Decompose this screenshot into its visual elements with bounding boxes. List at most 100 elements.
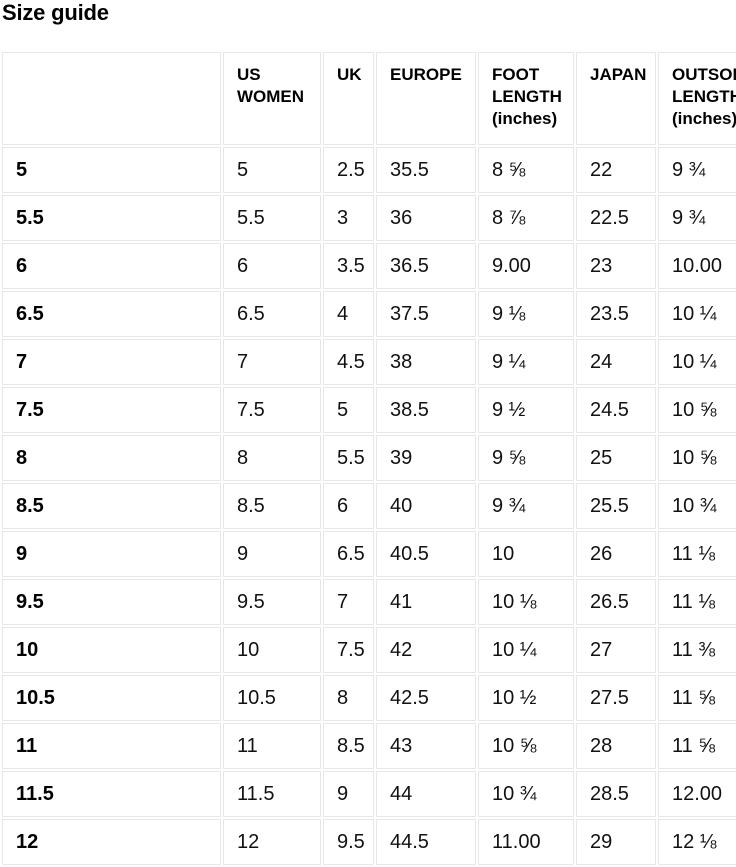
row-header-size: 8.5 bbox=[2, 483, 221, 529]
cell-foot-length: 10 ¼ bbox=[478, 627, 574, 673]
cell-uk: 6 bbox=[323, 483, 374, 529]
cell-us-women: 11 bbox=[223, 723, 321, 769]
cell-outsole-length: 11 ⅛ bbox=[658, 531, 736, 577]
row-header-size: 11.5 bbox=[2, 771, 221, 817]
table-row: 6 6 3.5 36.5 9.00 23 10.00 bbox=[2, 243, 736, 289]
size-guide-table-container: US WOMEN UK EUROPE FOOT LENGTH (inches) JAPA… bbox=[0, 50, 736, 867]
cell-us-women: 7 bbox=[223, 339, 321, 385]
cell-japan: 22 bbox=[576, 147, 656, 193]
cell-foot-length: 10 bbox=[478, 531, 574, 577]
size-guide-table: US WOMEN UK EUROPE FOOT LENGTH (inches) JAPA… bbox=[0, 50, 736, 867]
cell-foot-length: 9.00 bbox=[478, 243, 574, 289]
row-header-size: 10 bbox=[2, 627, 221, 673]
cell-japan: 23 bbox=[576, 243, 656, 289]
cell-europe: 38.5 bbox=[376, 387, 476, 433]
cell-uk: 5 bbox=[323, 387, 374, 433]
cell-europe: 36 bbox=[376, 195, 476, 241]
cell-europe: 42.5 bbox=[376, 675, 476, 721]
cell-foot-length: 10 ½ bbox=[478, 675, 574, 721]
cell-outsole-length: 10 ⅝ bbox=[658, 387, 736, 433]
cell-us-women: 12 bbox=[223, 819, 321, 865]
cell-europe: 44 bbox=[376, 771, 476, 817]
cell-japan: 24.5 bbox=[576, 387, 656, 433]
cell-uk: 3 bbox=[323, 195, 374, 241]
cell-us-women: 11.5 bbox=[223, 771, 321, 817]
cell-europe: 40.5 bbox=[376, 531, 476, 577]
table-row: 9 9 6.5 40.5 10 26 11 ⅛ bbox=[2, 531, 736, 577]
table-row: 7.5 7.5 5 38.5 9 ½ 24.5 10 ⅝ bbox=[2, 387, 736, 433]
cell-uk: 7 bbox=[323, 579, 374, 625]
cell-foot-length: 10 ⅝ bbox=[478, 723, 574, 769]
cell-europe: 40 bbox=[376, 483, 476, 529]
cell-us-women: 9 bbox=[223, 531, 321, 577]
cell-foot-length: 9 ¼ bbox=[478, 339, 574, 385]
table-row: 8.5 8.5 6 40 9 ¾ 25.5 10 ¾ bbox=[2, 483, 736, 529]
row-header-size: 9 bbox=[2, 531, 221, 577]
cell-japan: 23.5 bbox=[576, 291, 656, 337]
cell-outsole-length: 10.00 bbox=[658, 243, 736, 289]
cell-europe: 35.5 bbox=[376, 147, 476, 193]
row-header-size: 12 bbox=[2, 819, 221, 865]
cell-outsole-length: 9 ¾ bbox=[658, 147, 736, 193]
cell-japan: 27.5 bbox=[576, 675, 656, 721]
cell-foot-length: 8 ⅞ bbox=[478, 195, 574, 241]
cell-us-women: 7.5 bbox=[223, 387, 321, 433]
cell-europe: 37.5 bbox=[376, 291, 476, 337]
table-row: 11 11 8.5 43 10 ⅝ 28 11 ⅝ bbox=[2, 723, 736, 769]
row-header-size: 9.5 bbox=[2, 579, 221, 625]
table-row: 6.5 6.5 4 37.5 9 ⅛ 23.5 10 ¼ bbox=[2, 291, 736, 337]
cell-foot-length: 9 ¾ bbox=[478, 483, 574, 529]
cell-japan: 26 bbox=[576, 531, 656, 577]
column-header-size bbox=[2, 52, 221, 145]
cell-uk: 8.5 bbox=[323, 723, 374, 769]
cell-uk: 8 bbox=[323, 675, 374, 721]
table-row: 5.5 5.5 3 36 8 ⅞ 22.5 9 ¾ bbox=[2, 195, 736, 241]
cell-outsole-length: 11 ⅝ bbox=[658, 723, 736, 769]
row-header-size: 5.5 bbox=[2, 195, 221, 241]
row-header-size: 6.5 bbox=[2, 291, 221, 337]
row-header-size: 7.5 bbox=[2, 387, 221, 433]
cell-foot-length: 9 ⅝ bbox=[478, 435, 574, 481]
cell-uk: 3.5 bbox=[323, 243, 374, 289]
table-row: 10.5 10.5 8 42.5 10 ½ 27.5 11 ⅝ bbox=[2, 675, 736, 721]
table-row: 11.5 11.5 9 44 10 ¾ 28.5 12.00 bbox=[2, 771, 736, 817]
cell-foot-length: 10 ⅛ bbox=[478, 579, 574, 625]
row-header-size: 8 bbox=[2, 435, 221, 481]
cell-europe: 39 bbox=[376, 435, 476, 481]
row-header-size: 11 bbox=[2, 723, 221, 769]
cell-japan: 29 bbox=[576, 819, 656, 865]
cell-outsole-length: 12.00 bbox=[658, 771, 736, 817]
cell-foot-length: 11.00 bbox=[478, 819, 574, 865]
cell-us-women: 10 bbox=[223, 627, 321, 673]
size-table-body: 5 5 2.5 35.5 8 ⅝ 22 9 ¾ 5.5 5.5 3 36 8 ⅞ 22.5 9 ¾ 6 6 3.… bbox=[2, 147, 736, 865]
cell-outsole-length: 11 ⅝ bbox=[658, 675, 736, 721]
cell-europe: 44.5 bbox=[376, 819, 476, 865]
cell-japan: 22.5 bbox=[576, 195, 656, 241]
cell-outsole-length: 10 ⅝ bbox=[658, 435, 736, 481]
cell-uk: 9 bbox=[323, 771, 374, 817]
header-row: US WOMEN UK EUROPE FOOT LENGTH (inches) JAPA… bbox=[2, 52, 736, 145]
row-header-size: 7 bbox=[2, 339, 221, 385]
column-header-europe: EUROPE bbox=[376, 52, 476, 145]
cell-europe: 41 bbox=[376, 579, 476, 625]
cell-europe: 42 bbox=[376, 627, 476, 673]
page-title: Size guide bbox=[2, 0, 109, 25]
cell-outsole-length: 11 ⅛ bbox=[658, 579, 736, 625]
cell-outsole-length: 10 ¾ bbox=[658, 483, 736, 529]
cell-europe: 43 bbox=[376, 723, 476, 769]
cell-japan: 26.5 bbox=[576, 579, 656, 625]
cell-japan: 27 bbox=[576, 627, 656, 673]
row-header-size: 10.5 bbox=[2, 675, 221, 721]
table-row: 12 12 9.5 44.5 11.00 29 12 ⅛ bbox=[2, 819, 736, 865]
cell-uk: 6.5 bbox=[323, 531, 374, 577]
row-header-size: 5 bbox=[2, 147, 221, 193]
cell-japan: 25 bbox=[576, 435, 656, 481]
cell-us-women: 8.5 bbox=[223, 483, 321, 529]
cell-japan: 25.5 bbox=[576, 483, 656, 529]
cell-foot-length: 9 ⅛ bbox=[478, 291, 574, 337]
cell-us-women: 6 bbox=[223, 243, 321, 289]
cell-us-women: 5 bbox=[223, 147, 321, 193]
cell-japan: 28 bbox=[576, 723, 656, 769]
cell-europe: 38 bbox=[376, 339, 476, 385]
